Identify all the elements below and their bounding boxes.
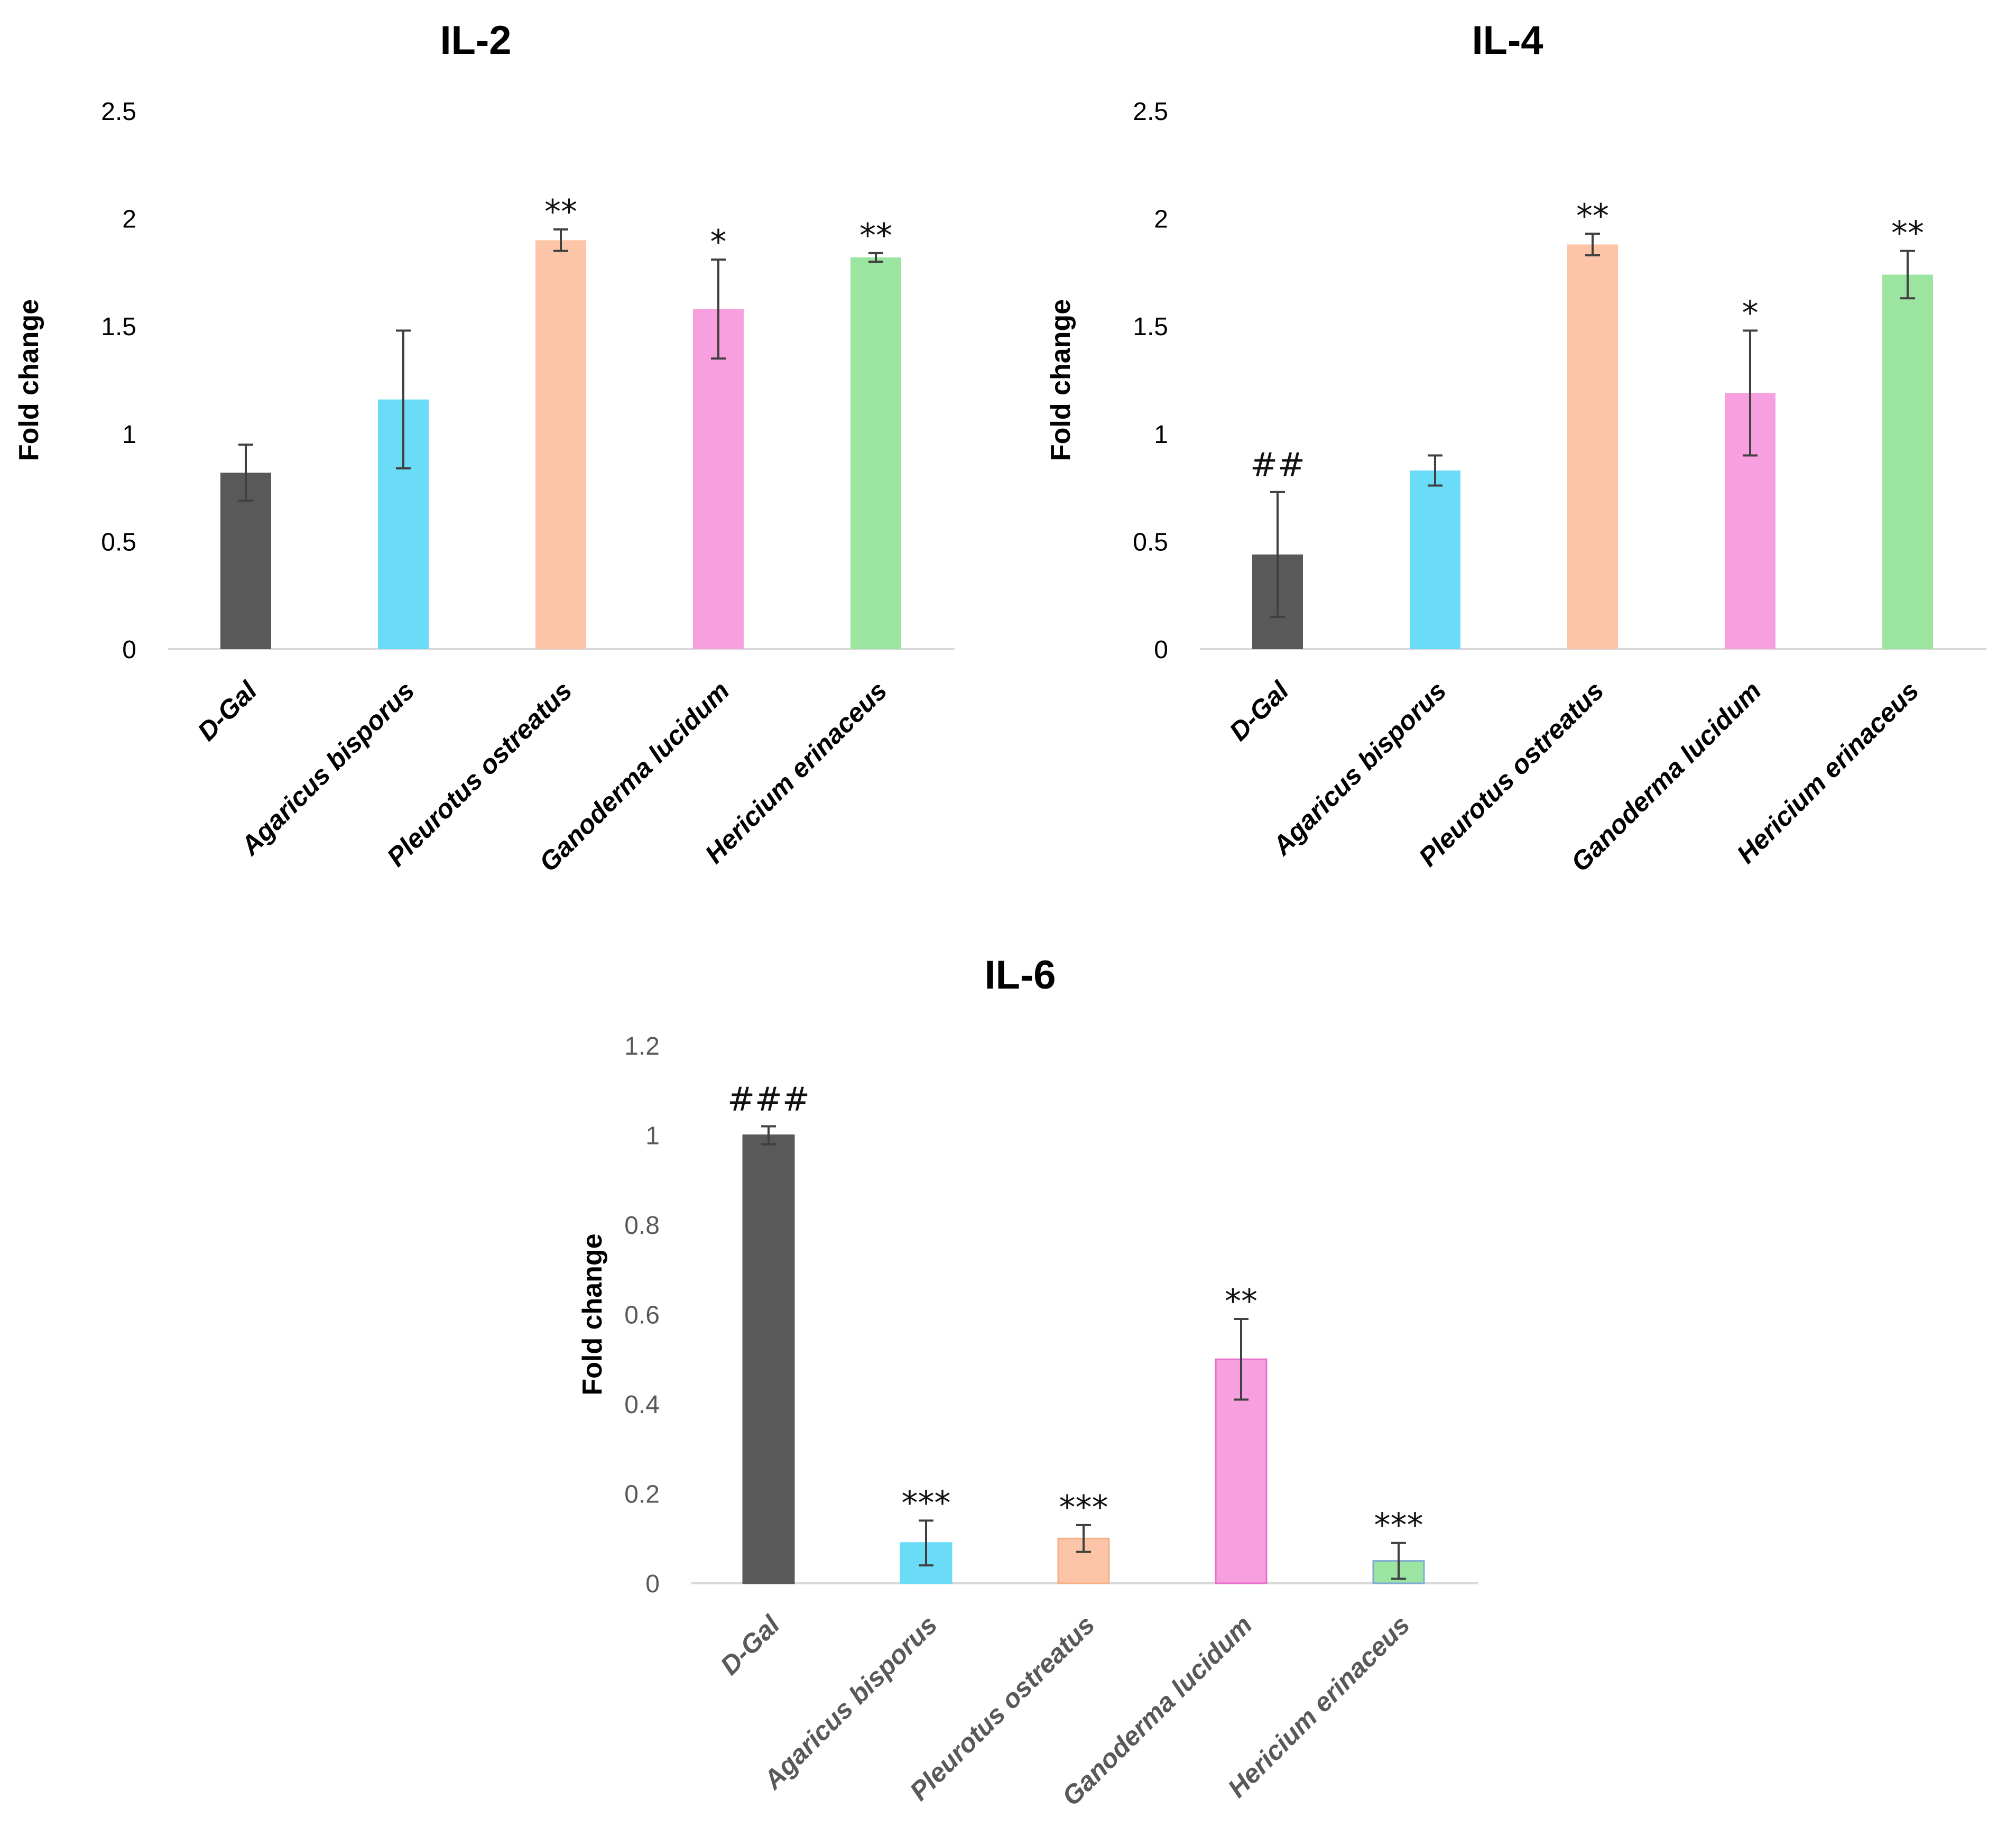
- y-tick-label: 2: [1154, 206, 1168, 234]
- x-category-label: Hericium erinaceus: [1731, 676, 1925, 869]
- error-bar: [1743, 329, 1758, 457]
- error-bar: [1391, 1542, 1406, 1580]
- bar: [742, 1134, 795, 1584]
- x-category-label: Hericium erinaceus: [1222, 1610, 1416, 1803]
- y-tick-label: 0: [122, 636, 136, 664]
- bar: [693, 309, 744, 649]
- significance-marker: ###: [727, 1080, 810, 1119]
- significance-marker: **: [1891, 214, 1924, 253]
- significance-marker: **: [859, 216, 892, 255]
- y-tick-label: 0: [1154, 636, 1168, 664]
- bar: [1410, 470, 1460, 649]
- significance-marker: ***: [1059, 1488, 1108, 1527]
- error-bar: [1076, 1524, 1091, 1553]
- bar: [850, 257, 901, 649]
- x-category-label: D-Gal: [715, 1609, 786, 1681]
- y-tick-label: 1.5: [101, 313, 136, 341]
- chart-il-4: IL-4 Fold change 0 0.5 1 1.5 2 2.5 ## D-GalAgaric…: [1046, 18, 1986, 878]
- x-category-label: D-Gal: [192, 675, 263, 746]
- x-category-label: Agaricus bisporus: [757, 1610, 942, 1795]
- chart-il-2: IL-2 Fold change 0 0.5 1 1.5 2 2.5 D-GalAgaricus…: [14, 18, 955, 878]
- y-tick-label: 0.6: [624, 1302, 660, 1330]
- error-bar: [1270, 491, 1285, 618]
- y-tick-label: 1: [645, 1122, 660, 1150]
- y-tick-label: 0.4: [624, 1391, 660, 1419]
- error-bar: [919, 1519, 933, 1567]
- bar: [1882, 274, 1933, 649]
- y-axis-title: Fold change: [577, 1233, 608, 1395]
- chart-il-6: IL-6 Fold change 0 0.2 0.4 0.6 0.8 1 1.2 ### D-Gal…: [577, 953, 1478, 1812]
- error-bar: [396, 329, 411, 469]
- significance-marker: ##: [1250, 446, 1305, 484]
- significance-marker: *: [710, 223, 727, 261]
- y-tick-label: 0.2: [624, 1481, 660, 1509]
- y-tick-label: 1.2: [624, 1032, 660, 1060]
- x-category-label: Hericium erinaceus: [699, 676, 893, 869]
- y-tick-label: 0.5: [101, 528, 136, 556]
- y-tick-label: 1: [122, 421, 136, 449]
- chart-title: IL-4: [1472, 18, 1543, 63]
- y-tick-label: 0: [645, 1570, 660, 1598]
- error-bar: [1428, 454, 1442, 487]
- significance-marker: **: [1225, 1282, 1257, 1321]
- chart-title: IL-6: [984, 953, 1056, 998]
- y-tick-label: 0.5: [1133, 528, 1168, 556]
- error-bar: [868, 252, 883, 263]
- y-tick-label: 0.8: [624, 1212, 660, 1240]
- bar: [220, 473, 271, 649]
- error-bar: [553, 228, 568, 252]
- error-bar: [1900, 250, 1915, 300]
- chart-title: IL-2: [440, 18, 511, 63]
- y-tick-label: 2: [122, 206, 136, 234]
- error-bar: [238, 444, 253, 502]
- x-category-label: Agaricus bisporus: [1266, 676, 1451, 861]
- y-axis-title: Fold change: [1046, 299, 1076, 461]
- significance-marker: ***: [902, 1483, 951, 1522]
- y-axis-title: Fold change: [14, 299, 44, 461]
- x-category-label: D-Gal: [1224, 675, 1295, 746]
- bar: [1567, 244, 1618, 649]
- y-tick-label: 2.5: [1133, 98, 1168, 126]
- bar: [535, 240, 586, 649]
- error-bar: [1234, 1317, 1249, 1401]
- x-category-label: Agaricus bisporus: [234, 676, 420, 861]
- error-bar: [1585, 233, 1600, 256]
- significance-marker: *: [1742, 293, 1759, 332]
- y-tick-label: 1: [1154, 421, 1168, 449]
- y-tick-label: 2.5: [101, 98, 136, 126]
- y-tick-label: 1.5: [1133, 313, 1168, 341]
- error-bar: [711, 258, 726, 360]
- significance-marker: **: [1576, 197, 1609, 235]
- significance-marker: ***: [1374, 1506, 1423, 1545]
- error-bar: [761, 1125, 776, 1146]
- significance-marker: **: [544, 192, 577, 231]
